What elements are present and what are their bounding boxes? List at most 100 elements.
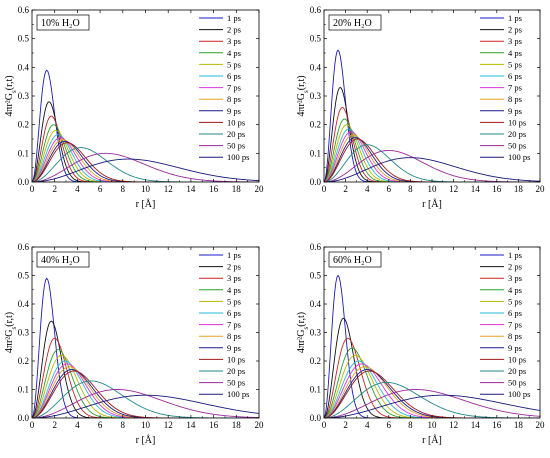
legend-label: 8 ps [227,94,241,104]
legend-label: 10 ps [227,354,245,364]
y-tick-label: 0.2 [18,120,29,130]
x-tick-label: 16 [209,184,219,194]
series-line [324,86,540,182]
legend-label: 9 ps [227,343,241,353]
series-line [324,131,540,182]
y-tick-label: 0.4 [18,62,30,72]
chart-panel: 0 2 4 6 8 10 12 14 16 18 20 0.0 0.1 0.2 0.3 0.4 0.5 0.6 r … [296,242,545,446]
x-tick-label: 6 [98,184,103,194]
series-line [32,139,259,182]
series-line [32,134,259,182]
legend-label: 7 ps [508,320,522,330]
legend-label: 6 ps [227,308,241,318]
x-tick-label: 2 [52,420,57,430]
x-tick-label: 8 [121,184,126,194]
series-line [32,320,259,418]
legend-label: 100 ps [508,152,530,162]
legend-label: 50 ps [508,378,526,388]
x-tick-label: 12 [449,184,458,194]
legend-label: 4 ps [227,48,241,58]
series-line [32,124,259,182]
legend-label: 20 ps [508,366,526,376]
panel-title: 10% H₂O [41,18,80,29]
x-tick-label: 18 [232,184,242,194]
x-tick-label: 12 [164,184,173,194]
legend-label: 2 ps [227,262,241,272]
legend-label: 7 ps [508,83,522,93]
series-line [32,337,259,418]
y-axis-label: 4πr²Gs(r,t) [4,75,18,116]
x-tick-label: 2 [52,184,57,194]
series-line [324,157,540,182]
legend-label: 4 ps [227,285,241,295]
series-line [32,129,259,182]
y-tick-label: 0.0 [310,177,322,187]
series-line [32,158,259,182]
y-tick-label: 0.2 [18,356,29,366]
legend-label: 3 ps [227,36,241,46]
panel-title: 20% H₂O [333,18,372,29]
y-tick-label: 0.6 [18,5,30,15]
x-tick-label: 16 [209,420,219,430]
x-tick-label: 18 [514,184,524,194]
legend-label: 1 ps [227,250,241,260]
panel-title: 40% H₂O [41,255,80,266]
curve-group [32,277,259,418]
legend-label: 20 ps [227,366,245,376]
y-tick-label: 0.6 [18,242,30,252]
legend-label: 50 ps [227,141,245,151]
curve-group [32,69,259,182]
y-tick-label: 0.5 [310,271,322,281]
y-axis-label: 4πr²Gs(r,t) [296,75,310,116]
y-tick-label: 0.5 [310,34,322,44]
y-tick-label: 0.5 [18,34,30,44]
series-line [324,118,540,182]
y-tick-label: 0.1 [18,148,29,158]
legend-label: 10 ps [227,117,245,127]
x-tick-label: 4 [365,420,370,430]
series-line [324,274,540,418]
panel-title: 60% H₂O [333,255,372,266]
legend-label: 100 ps [508,389,530,399]
x-tick-label: 2 [343,420,348,430]
legend-label: 100 ps [227,152,249,162]
x-axis-label: r [Å] [422,434,442,446]
legend-label: 50 ps [227,378,245,388]
series-line [32,140,259,182]
legend-label: 7 ps [227,320,241,330]
x-tick-label: 0 [30,420,35,430]
y-tick-label: 0.4 [310,299,322,309]
legend-label: 2 ps [508,262,522,272]
x-tick-label: 12 [449,420,458,430]
chart-panel: 0 2 4 6 8 10 12 14 16 18 20 0.0 0.1 0.2 0.3 0.4 0.5 0.6 r … [4,242,264,446]
y-tick-label: 0.0 [18,177,30,187]
series-line [32,394,259,418]
series-line [32,152,259,182]
legend-label: 8 ps [508,94,522,104]
x-tick-label: 4 [75,420,80,430]
y-axis-label: 4πr²Gs(r,t) [296,312,310,353]
legend-label: 10 ps [508,117,526,127]
legend-label: 6 ps [227,71,241,81]
y-tick-label: 0.4 [310,62,322,72]
legend-label: 5 ps [227,59,241,69]
y-tick-label: 0.0 [310,413,322,423]
x-tick-label: 10 [141,184,151,194]
legend-label: 1 ps [227,13,241,23]
legend-label: 4 ps [508,285,522,295]
y-tick-label: 0.3 [310,328,322,338]
series-line [32,69,259,182]
legend-label: 3 ps [508,36,522,46]
y-tick-label: 0.2 [310,120,321,130]
x-tick-label: 0 [322,420,327,430]
y-tick-label: 0.3 [18,328,30,338]
series-line [324,124,540,182]
x-tick-label: 8 [408,420,413,430]
x-tick-label: 14 [471,184,481,194]
legend-label: 6 ps [508,71,522,81]
legend-label: 9 ps [227,106,241,116]
x-tick-label: 6 [387,420,392,430]
y-axis-label: 4πr²Gs(r,t) [4,312,18,353]
